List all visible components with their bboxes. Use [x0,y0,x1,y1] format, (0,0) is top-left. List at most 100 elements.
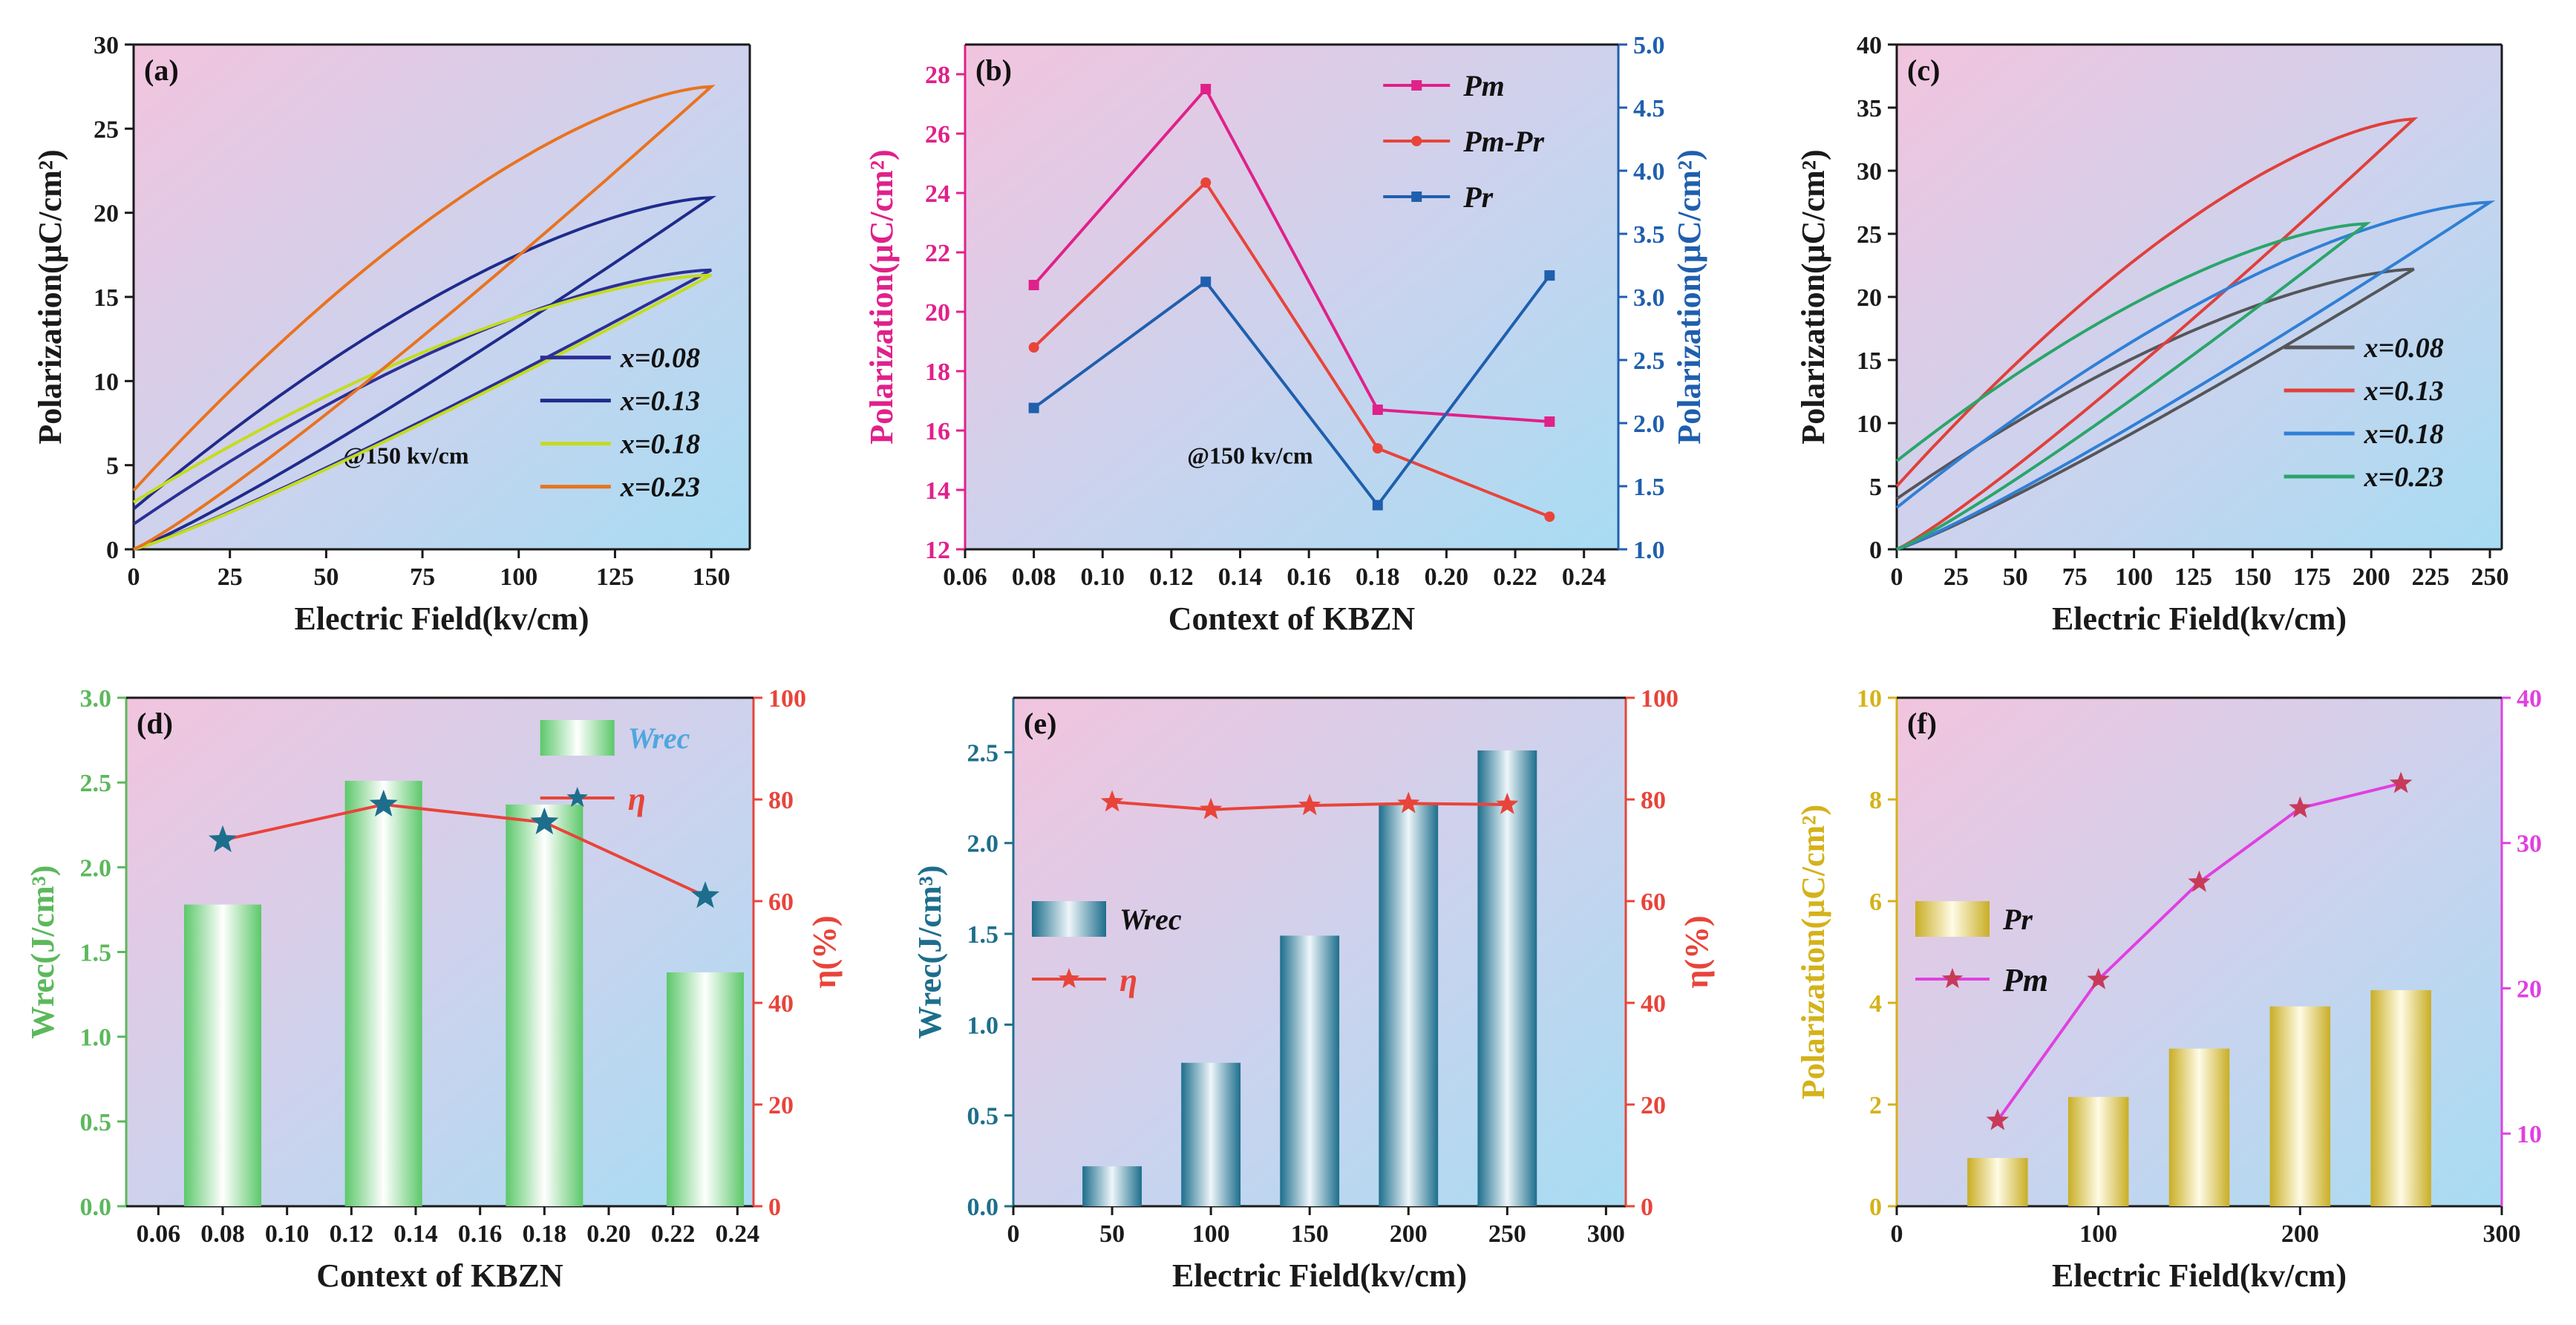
y2-axis-title: η(%) [806,915,843,988]
x-tick-label: 0.16 [458,1220,503,1248]
star-marker [1199,797,1223,819]
x-axis-title: Electric Field(kv/cm) [2052,601,2347,637]
x-axis-title: Electric Field(kv/cm) [1172,1257,1467,1294]
star-marker [2389,771,2413,794]
x-tick-label: 0.16 [1287,563,1331,591]
y-tick-label: 35 [1857,95,1882,122]
legend-swatch [1032,901,1106,937]
x-tick-label: 0.14 [1218,563,1263,591]
x-tick-label: 125 [2174,563,2212,591]
data-point [1544,270,1555,281]
x-tick-label: 0.22 [1493,563,1537,591]
y2-tick-label: 1.0 [1633,537,1665,564]
panel-label: (e) [1024,707,1056,740]
series-loop-x023 [1895,222,2372,551]
legend-label: Pr [2002,903,2033,936]
star-marker [566,787,588,808]
y-tick-label: 12 [925,537,950,564]
legend-label: Pm [1462,69,1505,102]
legend-label: η [1119,962,1137,998]
y2-axis-title: η(%) [1678,915,1715,988]
y-tick-label: 22 [925,240,950,267]
star-marker [530,807,559,834]
series-loop-x013 [1895,117,2419,551]
x-tick-label: 250 [1488,1220,1526,1248]
data-point [1372,405,1383,415]
y2-tick-label: 30 [2517,831,2542,858]
x-tick-label: 25 [1944,563,1969,591]
x-axis-title: Electric Field(kv/cm) [294,601,589,637]
series-line [1033,86,1550,423]
x-tick-label: 0 [1891,563,1903,591]
legend-label: Pm [2002,962,2048,998]
y-tick-label: 40 [1857,32,1882,59]
y-tick-label: 0 [106,537,119,564]
x-axis-title: Context of KBZN [1168,601,1416,637]
legend-label: x=0.13 [2364,376,2444,407]
y-tick-label: 15 [1857,347,1882,375]
x-tick-label: 0 [128,563,140,591]
y-axis-title: Wrec(J/cm³) [912,866,948,1039]
panel-label: (c) [1907,53,1940,87]
y2-tick-label: 60 [768,889,794,916]
legend-label: Wrec [628,722,690,755]
x-tick-label: 225 [2412,563,2450,591]
y2-tick-label: 10 [2517,1121,2542,1148]
y-tick-label: 30 [1857,158,1882,186]
y-tick-label: 5 [1869,474,1882,501]
x-tick-label: 125 [596,563,634,591]
legend-marker [1411,80,1422,91]
y2-tick-label: 1.5 [1633,474,1665,501]
y-tick-label: 0.5 [80,1109,112,1136]
y-tick-label: 1.5 [80,940,112,967]
y-tick-label: 1.0 [967,1012,999,1039]
y2-tick-label: 100 [1641,685,1678,713]
y2-tick-label: 4.0 [1633,158,1665,186]
x-tick-label: 0.18 [1356,563,1400,591]
bar [2067,1096,2129,1206]
legend-label: Pm-Pr [1462,125,1544,158]
x-tick-label: 0 [1007,1220,1020,1248]
y-tick-label: 1.0 [80,1024,112,1052]
y-axis-title: Polarization(μC/cm²) [1795,149,1831,444]
y-tick-label: 20 [1857,284,1882,312]
data-point [1028,402,1039,413]
y2-tick-label: 20 [2517,975,2542,1003]
y-tick-label: 10 [1857,410,1882,438]
star-marker [2087,967,2110,989]
y-tick-label: 25 [1857,221,1882,249]
panel-label: (d) [137,707,173,740]
y-tick-label: 3.0 [80,685,112,713]
y2-tick-label: 0 [1641,1194,1653,1221]
x-tick-label: 0.08 [1012,563,1056,591]
legend-label: x=0.23 [2364,462,2444,493]
legend-label: η [628,781,646,817]
x-tick-label: 0.24 [1562,563,1606,591]
y2-tick-label: 80 [768,787,794,814]
bar [1967,1157,2028,1206]
bar [2168,1048,2230,1206]
y2-tick-label: 0 [768,1194,781,1221]
y-tick-label: 20 [925,299,950,327]
series-loop-x013 [132,195,717,551]
data-point [1372,443,1383,454]
y2-axis-title: Polarization(μC/cm²) [1671,149,1707,444]
legend-label: x=0.23 [620,472,700,503]
data-point [1028,342,1039,353]
x-tick-label: 150 [2234,563,2272,591]
x-tick-label: 150 [1291,1220,1329,1248]
y-tick-label: 2 [1869,1092,1882,1119]
legend-label: Pr [1462,180,1493,214]
x-tick-label: 0.10 [265,1220,310,1248]
y-axis-title: Polarization(μC/cm²) [32,149,68,444]
x-tick-label: 175 [2293,563,2331,591]
legend-label: Wrec [1119,903,1182,936]
data-point [1544,416,1555,427]
legend-marker [1411,192,1422,202]
x-tick-label: 75 [410,563,435,591]
y2-tick-label: 2.0 [1633,410,1665,438]
y-tick-label: 30 [94,32,119,59]
x-tick-label: 100 [1192,1220,1230,1248]
series-line [1033,180,1551,518]
star-marker [1058,968,1080,989]
